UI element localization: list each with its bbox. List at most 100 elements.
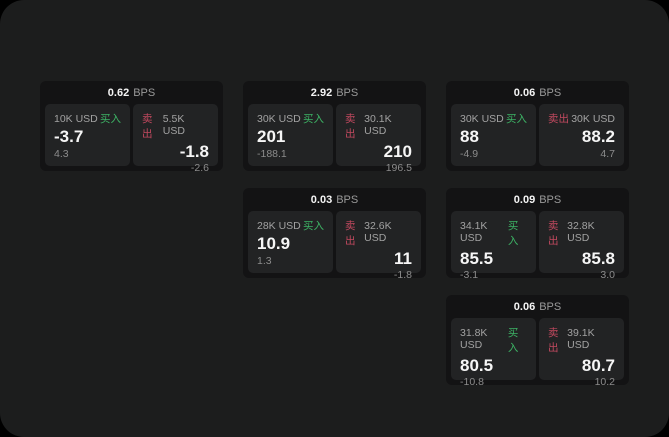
buy-sub-value: 4.3 bbox=[54, 148, 69, 160]
sell-price: 85.8 bbox=[581, 249, 615, 268]
buy-tile[interactable]: 30K USD 买入 201 -188.1 bbox=[248, 104, 333, 166]
buy-side-label: 买入 bbox=[507, 220, 519, 247]
sell-tile-top: 卖出 5.5K USD bbox=[142, 111, 209, 141]
quote-tiles: 30K USD 买入 88 -4.9 卖出 30K USD 88.2 4.7 bbox=[451, 104, 624, 166]
sell-amount: 39.1K USD bbox=[567, 327, 595, 351]
buy-side-label: 买入 bbox=[303, 113, 324, 125]
quote-card: 2.92 BPS 30K USD 买入 201 -188.1 卖出 30.1K … bbox=[243, 81, 426, 174]
buy-price: 88 bbox=[460, 127, 479, 146]
bps-header: 0.62 BPS bbox=[45, 81, 218, 104]
buy-price: -3.7 bbox=[54, 127, 84, 146]
quote-card: 0.09 BPS 34.1K USD 买入 85.5 -3.1 卖出 32.8K… bbox=[446, 188, 629, 281]
buy-tile[interactable]: 10K USD 买入 -3.7 4.3 bbox=[45, 104, 130, 166]
quote-tiles: 10K USD 买入 -3.7 4.3 卖出 5.5K USD -1.8 -2.… bbox=[45, 104, 218, 174]
sell-tile[interactable]: 卖出 32.6K USD 11 -1.8 bbox=[336, 211, 421, 281]
sell-tile[interactable]: 卖出 30.1K USD 210 196.5 bbox=[336, 104, 421, 174]
buy-tile-top: 30K USD 买入 bbox=[257, 111, 324, 126]
sell-sub-value: 196.5 bbox=[385, 161, 412, 174]
bps-label: BPS bbox=[336, 86, 359, 99]
sell-amount: 30K USD bbox=[571, 113, 615, 125]
buy-sub-value: -188.1 bbox=[257, 148, 287, 160]
sell-tile-top: 卖出 30.1K USD bbox=[345, 111, 412, 141]
sell-side-label: 卖出 bbox=[345, 113, 356, 140]
buy-price: 10.9 bbox=[257, 234, 291, 253]
buy-side-label: 买入 bbox=[507, 327, 519, 354]
buy-side-label: 买入 bbox=[100, 113, 121, 125]
buy-amount: 34.1K USD bbox=[460, 220, 488, 244]
sell-amount: 32.6K USD bbox=[364, 220, 392, 244]
sell-tile[interactable]: 卖出 30K USD 88.2 4.7 bbox=[539, 104, 624, 166]
sell-amount: 5.5K USD bbox=[162, 113, 185, 137]
sell-sub-value: 4.7 bbox=[600, 148, 615, 160]
sell-side-label: 卖出 bbox=[142, 113, 153, 140]
sell-sub-value: 10.2 bbox=[594, 375, 615, 388]
bps-header: 0.03 BPS bbox=[248, 188, 421, 211]
sell-sub-value: -1.8 bbox=[393, 268, 412, 281]
sell-tile-top: 卖出 39.1K USD bbox=[548, 325, 615, 355]
bps-value: 0.06 bbox=[513, 86, 536, 99]
quote-card: 0.03 BPS 28K USD 买入 10.9 1.3 卖出 32.6K US… bbox=[243, 188, 426, 281]
buy-sub-value: 1.3 bbox=[257, 255, 272, 267]
bps-label: BPS bbox=[539, 193, 562, 206]
buy-tile[interactable]: 31.8K USD 买入 80.5 -10.8 bbox=[451, 318, 536, 388]
buy-amount: 10K USD bbox=[54, 113, 98, 125]
buy-tile[interactable]: 30K USD 买入 88 -4.9 bbox=[451, 104, 536, 166]
sell-tile[interactable]: 卖出 5.5K USD -1.8 -2.6 bbox=[133, 104, 218, 174]
bps-header: 0.09 BPS bbox=[451, 188, 624, 211]
buy-tile-top: 30K USD 买入 bbox=[460, 111, 527, 126]
sell-sub-value: 3.0 bbox=[600, 268, 615, 281]
buy-amount: 28K USD bbox=[257, 220, 301, 232]
sell-price: 11 bbox=[394, 249, 412, 268]
buy-sub-value: -10.8 bbox=[460, 375, 484, 388]
buy-side-label: 买入 bbox=[303, 220, 324, 232]
buy-tile[interactable]: 34.1K USD 买入 85.5 -3.1 bbox=[451, 211, 536, 281]
sell-tile-top: 卖出 32.8K USD bbox=[548, 218, 615, 248]
quote-tiles: 34.1K USD 买入 85.5 -3.1 卖出 32.8K USD 85.8… bbox=[451, 211, 624, 281]
bps-header: 2.92 BPS bbox=[248, 81, 421, 104]
bps-value: 0.09 bbox=[513, 193, 536, 206]
sell-price: 210 bbox=[383, 142, 412, 161]
quote-tiles: 30K USD 买入 201 -188.1 卖出 30.1K USD 210 1… bbox=[248, 104, 421, 174]
bps-label: BPS bbox=[133, 86, 156, 99]
bps-label: BPS bbox=[539, 86, 562, 99]
bps-value: 2.92 bbox=[310, 86, 333, 99]
quote-card: 0.62 BPS 10K USD 买入 -3.7 4.3 卖出 5.5K USD bbox=[40, 81, 223, 174]
buy-tile[interactable]: 28K USD 买入 10.9 1.3 bbox=[248, 211, 333, 273]
buy-tile-top: 10K USD 买入 bbox=[54, 111, 121, 126]
bps-value: 0.62 bbox=[107, 86, 130, 99]
buy-price: 85.5 bbox=[460, 249, 494, 268]
sell-amount: 32.8K USD bbox=[567, 220, 595, 244]
sell-price: 80.7 bbox=[581, 356, 615, 375]
quote-tiles: 28K USD 买入 10.9 1.3 卖出 32.6K USD 11 -1.8 bbox=[248, 211, 421, 281]
buy-amount: 30K USD bbox=[257, 113, 301, 125]
quote-card-grid: 0.62 BPS 10K USD 买入 -3.7 4.3 卖出 5.5K USD bbox=[40, 81, 629, 388]
sell-price: -1.8 bbox=[179, 142, 209, 161]
sell-side-label: 卖出 bbox=[548, 220, 559, 247]
bps-header: 0.06 BPS bbox=[451, 81, 624, 104]
sell-tile[interactable]: 卖出 32.8K USD 85.8 3.0 bbox=[539, 211, 624, 281]
bps-label: BPS bbox=[336, 193, 359, 206]
buy-price: 201 bbox=[257, 127, 286, 146]
buy-tile-top: 28K USD 买入 bbox=[257, 218, 324, 233]
sell-price: 88.2 bbox=[581, 127, 615, 146]
bps-value: 0.06 bbox=[513, 300, 536, 313]
buy-amount: 30K USD bbox=[460, 113, 504, 125]
bps-header: 0.06 BPS bbox=[451, 295, 624, 318]
buy-price: 80.5 bbox=[460, 356, 494, 375]
bps-value: 0.03 bbox=[310, 193, 333, 206]
buy-sub-value: -3.1 bbox=[460, 268, 479, 281]
sell-tile-top: 卖出 30K USD bbox=[548, 111, 615, 126]
sell-tile-top: 卖出 32.6K USD bbox=[345, 218, 412, 248]
sell-sub-value: -2.6 bbox=[190, 161, 209, 174]
sell-side-label: 卖出 bbox=[548, 113, 569, 125]
sell-side-label: 卖出 bbox=[548, 327, 559, 354]
sell-side-label: 卖出 bbox=[345, 220, 356, 247]
quote-card: 0.06 BPS 31.8K USD 买入 80.5 -10.8 卖出 39.1… bbox=[446, 295, 629, 388]
sell-tile[interactable]: 卖出 39.1K USD 80.7 10.2 bbox=[539, 318, 624, 388]
quote-tiles: 31.8K USD 买入 80.5 -10.8 卖出 39.1K USD 80.… bbox=[451, 318, 624, 388]
sell-amount: 30.1K USD bbox=[364, 113, 392, 137]
buy-tile-top: 34.1K USD 买入 bbox=[460, 218, 527, 248]
buy-sub-value: -4.9 bbox=[460, 148, 479, 160]
buy-amount: 31.8K USD bbox=[460, 327, 488, 351]
